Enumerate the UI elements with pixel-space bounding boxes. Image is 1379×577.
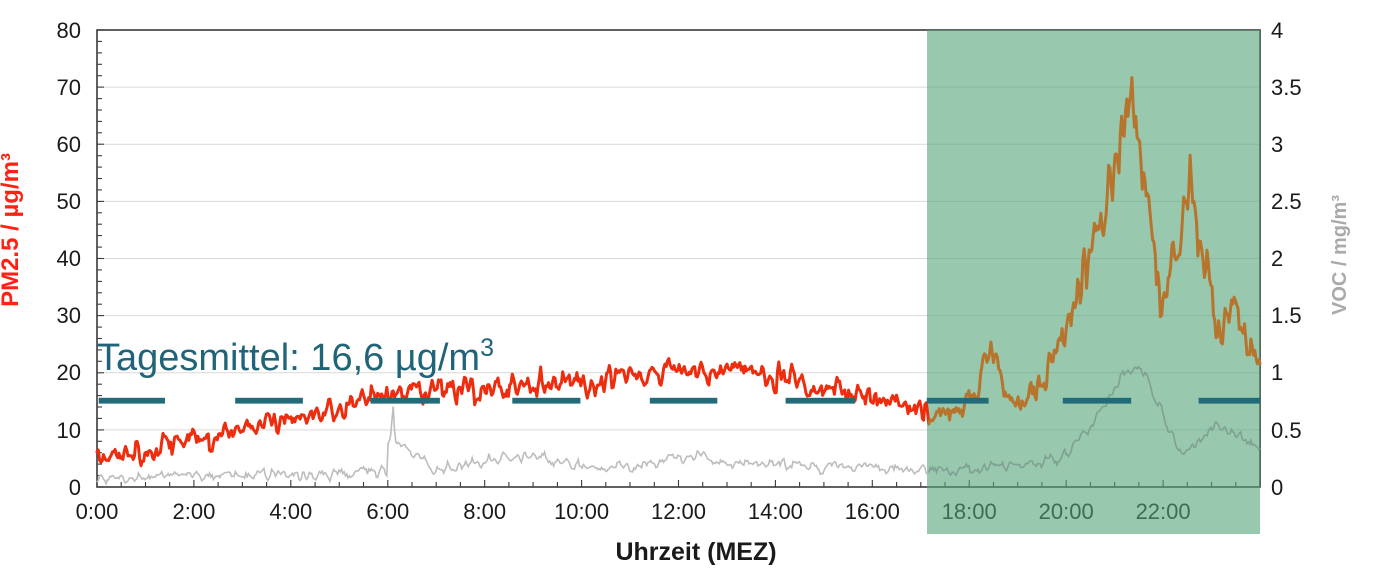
svg-text:10:00: 10:00 [554, 499, 609, 524]
svg-text:14:00: 14:00 [748, 499, 803, 524]
svg-text:40: 40 [57, 246, 81, 271]
svg-text:VOC / mg/m³: VOC / mg/m³ [1329, 195, 1351, 315]
svg-text:10: 10 [57, 418, 81, 443]
svg-text:3.5: 3.5 [1271, 75, 1302, 100]
svg-text:Tagesmittel: 16,6 µg/m3: Tagesmittel: 16,6 µg/m3 [97, 334, 494, 379]
svg-text:70: 70 [57, 75, 81, 100]
svg-text:80: 80 [57, 18, 81, 43]
svg-text:16:00: 16:00 [845, 499, 900, 524]
svg-text:0: 0 [1271, 475, 1283, 500]
svg-text:30: 30 [57, 303, 81, 328]
svg-text:0:00: 0:00 [76, 499, 119, 524]
svg-text:3: 3 [1271, 132, 1283, 157]
svg-text:20: 20 [57, 360, 81, 385]
svg-text:1: 1 [1271, 360, 1283, 385]
svg-text:2: 2 [1271, 246, 1283, 271]
svg-text:0: 0 [69, 475, 81, 500]
svg-text:2.5: 2.5 [1271, 189, 1302, 214]
svg-text:PM2.5 / µg/m³: PM2.5 / µg/m³ [0, 153, 24, 307]
svg-text:2:00: 2:00 [172, 499, 215, 524]
svg-text:Uhrzeit (MEZ): Uhrzeit (MEZ) [615, 538, 776, 566]
svg-text:6:00: 6:00 [366, 499, 409, 524]
svg-text:12:00: 12:00 [651, 499, 706, 524]
svg-text:1.5: 1.5 [1271, 303, 1302, 328]
svg-text:4:00: 4:00 [269, 499, 312, 524]
svg-text:50: 50 [57, 189, 81, 214]
svg-text:60: 60 [57, 132, 81, 157]
svg-text:4: 4 [1271, 18, 1283, 43]
svg-text:0.5: 0.5 [1271, 418, 1302, 443]
svg-text:8:00: 8:00 [463, 499, 506, 524]
